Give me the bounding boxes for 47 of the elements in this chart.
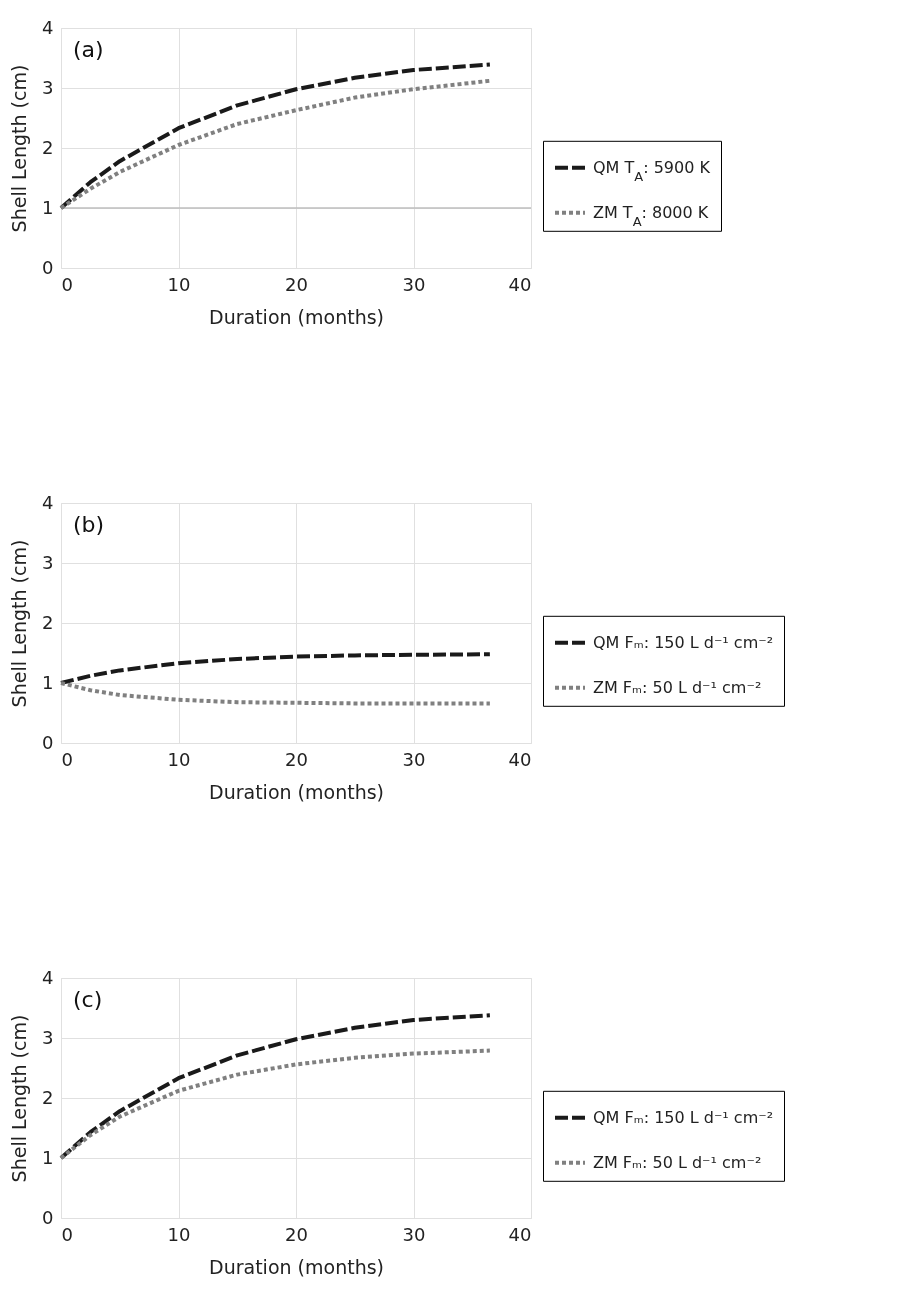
y-tick-label: 2	[42, 611, 54, 633]
x-tick-label: 40	[508, 273, 532, 295]
x-tick-label: 40	[508, 1223, 532, 1245]
legend-label: ZM Fₘ: 50 L d⁻¹ cm⁻²	[593, 677, 762, 697]
x-tick-label: 30	[402, 273, 426, 295]
legend-label: ZM T$_{A}$: 8000 K	[593, 202, 709, 229]
y-tick-label: 3	[42, 76, 54, 98]
y-axis-title: Shell Length (cm)	[8, 539, 31, 708]
x-axis-title: Duration (months)	[209, 780, 384, 803]
y-axis-title: Shell Length (cm)	[8, 1014, 31, 1183]
line-series	[59, 1048, 492, 1160]
x-tick-label: 40	[508, 748, 532, 770]
x-tick-label: 0	[61, 748, 73, 770]
x-tick-label: 30	[402, 748, 426, 770]
legend-label: QM Fₘ: 150 L d⁻¹ cm⁻²	[593, 632, 774, 652]
y-tick-label: 4	[42, 966, 54, 988]
annotation: (c)	[73, 987, 103, 1012]
x-tick-label: 10	[167, 1223, 191, 1245]
y-tick-label: 3	[42, 1026, 54, 1048]
x-tick-label: 30	[402, 1223, 426, 1245]
y-tick-label: 0	[42, 1206, 54, 1228]
annotation: (a)	[73, 37, 104, 62]
legend-label: QM T$_{A}$: 5900 K	[593, 157, 711, 184]
y-tick-label: 4	[42, 491, 54, 513]
legend-label: QM Fₘ: 150 L d⁻¹ cm⁻²	[593, 1107, 774, 1127]
y-tick-label: 2	[42, 136, 54, 158]
y-axis-title: Shell Length (cm)	[8, 64, 31, 233]
x-axis-title: Duration (months)	[209, 305, 384, 328]
y-tick-label: 1	[42, 671, 54, 693]
x-tick-label: 10	[167, 273, 191, 295]
y-tick-label: 3	[42, 551, 54, 573]
annotation: (b)	[73, 512, 105, 537]
y-tick-label: 4	[42, 16, 54, 38]
y-tick-label: 0	[42, 731, 54, 753]
y-tick-label: 2	[42, 1086, 54, 1108]
x-tick-label: 0	[61, 273, 73, 295]
x-tick-label: 0	[61, 1223, 73, 1245]
x-tick-label: 20	[285, 748, 308, 770]
y-tick-label: 1	[42, 1146, 54, 1168]
legend-label: ZM Fₘ: 50 L d⁻¹ cm⁻²	[593, 1152, 762, 1172]
x-axis-title: Duration (months)	[209, 1255, 384, 1278]
line-series	[59, 681, 492, 706]
y-tick-label: 0	[42, 256, 54, 278]
y-tick-label: 1	[42, 196, 54, 218]
x-tick-label: 20	[285, 273, 308, 295]
x-tick-label: 10	[167, 748, 191, 770]
x-tick-label: 20	[285, 1223, 308, 1245]
